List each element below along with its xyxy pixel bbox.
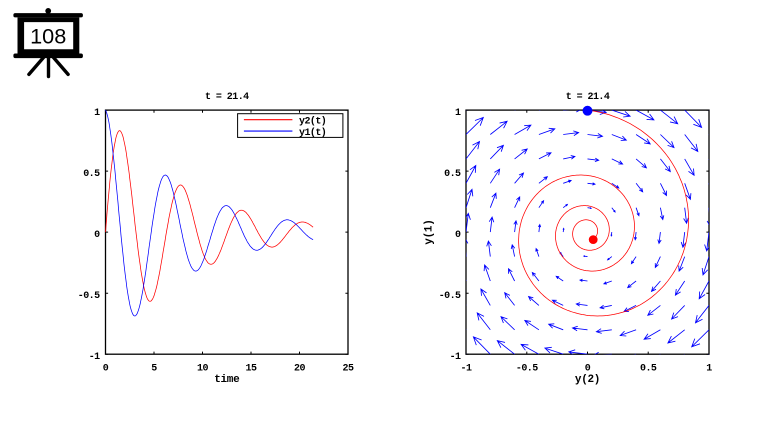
svg-text:1: 1 bbox=[455, 108, 461, 119]
svg-text:1: 1 bbox=[94, 108, 100, 119]
svg-text:time: time bbox=[214, 374, 240, 386]
svg-text:y2(t): y2(t) bbox=[299, 115, 326, 127]
svg-text:-1: -1 bbox=[89, 352, 100, 363]
svg-text:0: 0 bbox=[103, 363, 109, 374]
svg-text:-0.5: -0.5 bbox=[439, 291, 461, 302]
svg-text:0.5: 0.5 bbox=[444, 169, 461, 180]
svg-text:-1: -1 bbox=[461, 363, 472, 374]
svg-text:y(1): y(1) bbox=[424, 219, 436, 244]
svg-text:108: 108 bbox=[30, 23, 66, 48]
svg-text:-0.5: -0.5 bbox=[78, 291, 100, 302]
svg-text:0.5: 0.5 bbox=[83, 169, 100, 180]
svg-text:-0.5: -0.5 bbox=[516, 363, 538, 374]
svg-text:25: 25 bbox=[343, 363, 354, 374]
svg-text:10: 10 bbox=[197, 363, 208, 374]
svg-text:15: 15 bbox=[246, 363, 257, 374]
svg-text:t = 21.4: t = 21.4 bbox=[566, 92, 610, 103]
svg-text:0: 0 bbox=[455, 230, 461, 241]
svg-text:1: 1 bbox=[706, 363, 712, 374]
svg-text:y(2): y(2) bbox=[575, 374, 600, 386]
svg-text:y1(t): y1(t) bbox=[299, 127, 326, 139]
svg-text:0: 0 bbox=[94, 230, 100, 241]
svg-text:-1: -1 bbox=[450, 352, 461, 363]
svg-text:0: 0 bbox=[585, 363, 591, 374]
svg-text:t = 21.4: t = 21.4 bbox=[205, 92, 249, 103]
svg-text:5: 5 bbox=[151, 363, 157, 374]
svg-text:0.5: 0.5 bbox=[640, 363, 657, 374]
svg-text:20: 20 bbox=[294, 363, 305, 374]
